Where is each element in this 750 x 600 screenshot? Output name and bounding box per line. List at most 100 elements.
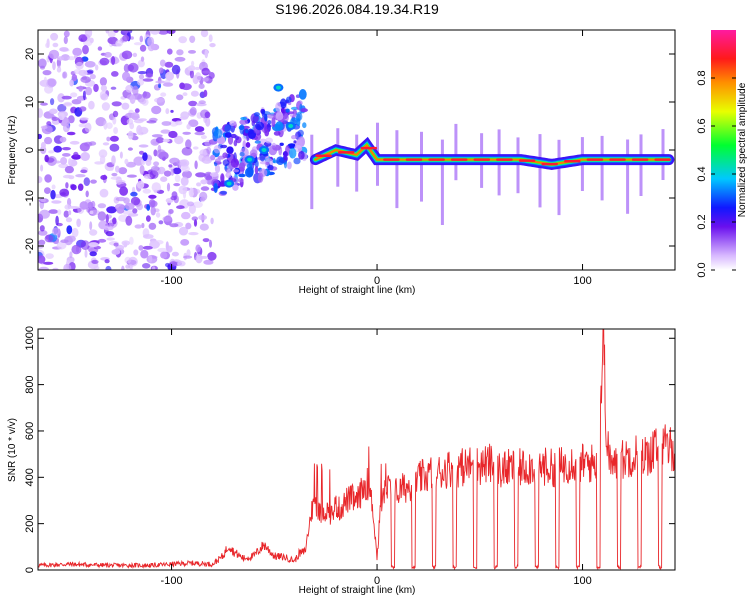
noise-blob bbox=[40, 102, 48, 106]
noise-blob bbox=[188, 100, 198, 107]
signal-blob bbox=[279, 98, 287, 109]
snr-y-tick-label: 200 bbox=[24, 514, 36, 532]
noise-blob bbox=[51, 227, 61, 236]
noise-blob bbox=[44, 174, 52, 183]
noise-blob bbox=[136, 203, 143, 211]
noise-blob bbox=[100, 84, 107, 92]
spectrogram-y-tick-label: -20 bbox=[24, 238, 36, 254]
noise-blob bbox=[131, 112, 140, 121]
noise-blob bbox=[182, 170, 192, 179]
signal-blob bbox=[252, 161, 256, 166]
noise-blob bbox=[142, 245, 153, 250]
noise-blob bbox=[53, 145, 62, 153]
noise-blob bbox=[207, 251, 217, 261]
signal-blob bbox=[239, 151, 245, 157]
noise-blob bbox=[137, 59, 145, 68]
noise-blob bbox=[168, 130, 178, 139]
noise-blob bbox=[202, 77, 209, 82]
noise-blob bbox=[84, 249, 88, 258]
noise-blob bbox=[208, 72, 215, 79]
noise-blob bbox=[63, 263, 72, 270]
signal-blob bbox=[213, 145, 221, 154]
noise-blob bbox=[48, 209, 59, 214]
noise-blob bbox=[181, 83, 192, 91]
noise-blob bbox=[142, 91, 151, 99]
noise-blob bbox=[67, 115, 75, 124]
noise-blob bbox=[105, 30, 110, 34]
signal-blob bbox=[245, 128, 249, 134]
noise-blob bbox=[107, 36, 118, 45]
noise-blob bbox=[112, 117, 117, 125]
noise-blob bbox=[134, 224, 143, 229]
noise-blob bbox=[75, 61, 84, 70]
noise-blob bbox=[197, 75, 202, 80]
noise-blob bbox=[176, 94, 184, 101]
noise-blob bbox=[71, 244, 82, 255]
noise-blob bbox=[164, 61, 174, 68]
noise-blob bbox=[101, 102, 110, 111]
noise-blob bbox=[69, 79, 74, 87]
vertical-streak bbox=[336, 128, 340, 187]
signal-blob bbox=[298, 150, 305, 160]
noise-blob bbox=[111, 249, 121, 255]
signal-hotspot-core bbox=[288, 124, 294, 128]
noise-blob bbox=[158, 30, 169, 35]
noise-blob bbox=[109, 143, 120, 152]
noise-blob bbox=[48, 150, 55, 154]
noise-blob bbox=[130, 191, 138, 197]
signal-blob bbox=[275, 121, 284, 132]
noise-blob bbox=[109, 135, 119, 142]
noise-blob bbox=[87, 201, 94, 209]
signal-blob bbox=[268, 145, 278, 156]
noise-blob bbox=[180, 239, 190, 246]
snr-frame bbox=[37, 328, 676, 571]
vertical-streak bbox=[310, 134, 314, 210]
noise-blob bbox=[97, 46, 103, 51]
noise-blob bbox=[89, 37, 94, 44]
noise-blob bbox=[188, 187, 195, 198]
signal-blob bbox=[289, 114, 297, 118]
noise-blob bbox=[53, 160, 62, 164]
noise-blob bbox=[80, 240, 90, 251]
vertical-streak bbox=[538, 134, 542, 208]
noise-blob bbox=[142, 78, 154, 82]
signal-blob bbox=[261, 109, 266, 118]
noise-blob bbox=[160, 176, 168, 182]
signal-blob bbox=[232, 169, 240, 173]
noise-blob bbox=[138, 245, 144, 251]
vertical-streak bbox=[440, 139, 444, 225]
noise-blob bbox=[148, 222, 157, 230]
spectrogram-image bbox=[38, 30, 675, 270]
noise-blob bbox=[51, 184, 56, 190]
noise-blob bbox=[59, 136, 67, 143]
noise-blob bbox=[65, 217, 73, 223]
noise-blob bbox=[115, 165, 120, 173]
noise-blob bbox=[68, 210, 72, 216]
noise-blob bbox=[160, 92, 167, 97]
noise-blob bbox=[159, 59, 166, 67]
noise-blob bbox=[48, 49, 60, 60]
noise-blob bbox=[139, 35, 144, 43]
signal-blob bbox=[214, 158, 221, 164]
noise-blob bbox=[40, 141, 46, 149]
noise-blob bbox=[50, 32, 59, 41]
noise-blob bbox=[139, 98, 147, 105]
noise-blob bbox=[106, 122, 113, 129]
noise-blob bbox=[89, 221, 93, 231]
noise-blob bbox=[192, 188, 201, 195]
spectrogram-x-tick-label: 100 bbox=[573, 275, 591, 287]
noise-blob bbox=[44, 136, 53, 145]
noise-blob bbox=[149, 30, 161, 35]
signal-hotspot-core bbox=[261, 148, 267, 152]
signal-blob bbox=[257, 172, 264, 183]
noise-blob bbox=[91, 259, 99, 264]
noise-blob bbox=[107, 31, 116, 38]
signal-blob bbox=[232, 184, 239, 191]
noise-blob bbox=[60, 239, 69, 243]
figure-title: S196.2026.084.19.34.R19 bbox=[275, 1, 439, 17]
signal-hotspot-core bbox=[275, 85, 281, 90]
signal-blob bbox=[239, 124, 245, 135]
noise-blob bbox=[151, 105, 162, 115]
signal-blob bbox=[265, 137, 273, 144]
